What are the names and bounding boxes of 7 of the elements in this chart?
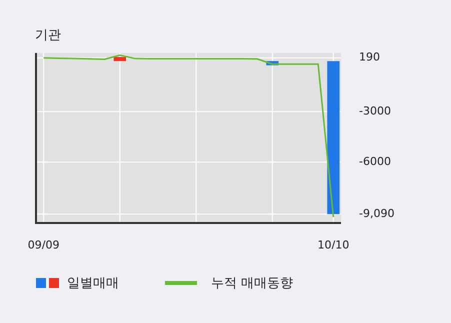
legend-label: 누적 매매동향 bbox=[211, 275, 294, 292]
y-tick-label: -6000 bbox=[359, 154, 391, 168]
y-tick-label: -9,090 bbox=[359, 206, 394, 220]
y-tick-label: 190 bbox=[359, 50, 380, 64]
legend-label: 일별매매 bbox=[67, 275, 119, 292]
chart-title: 기관 bbox=[35, 27, 61, 44]
y-tick-label: -3000 bbox=[359, 104, 391, 118]
